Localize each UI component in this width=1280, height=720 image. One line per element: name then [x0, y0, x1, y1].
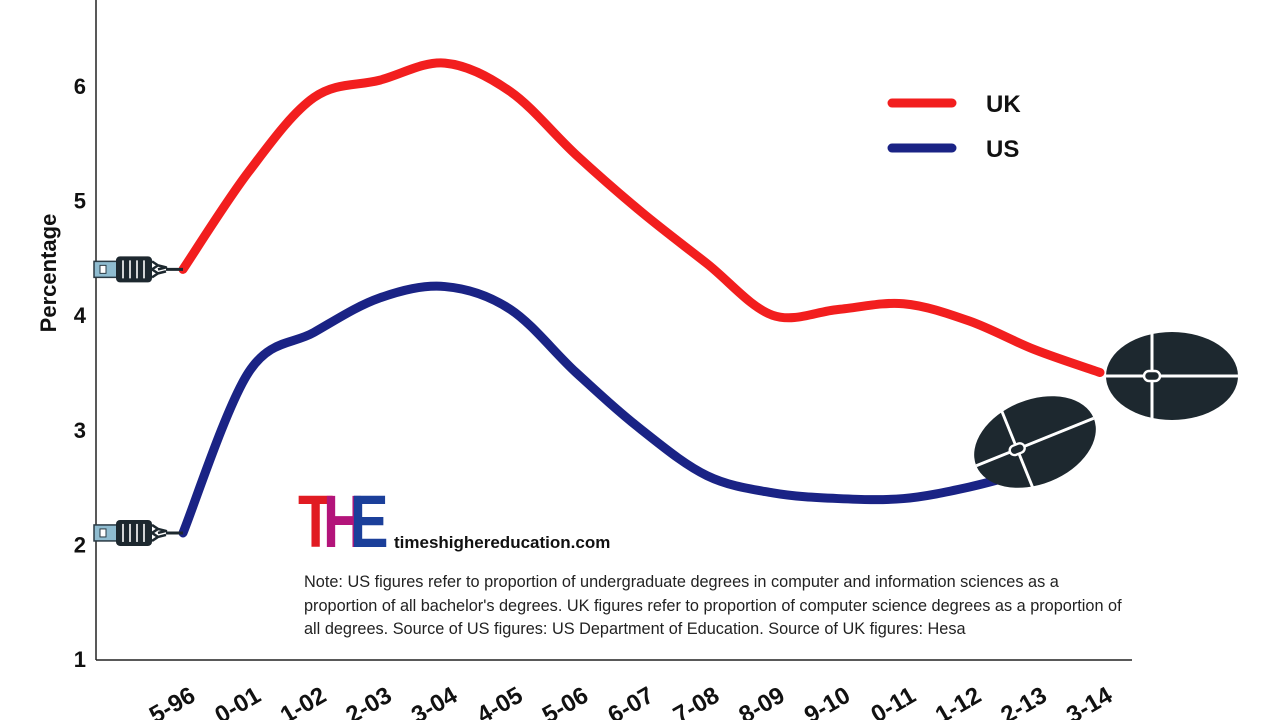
x-tick-label: 0-11 — [867, 682, 921, 720]
computer-mouse-icon — [974, 396, 1096, 489]
brand-url: timeshighereducation.com — [394, 533, 611, 552]
legend: UK US — [887, 91, 1021, 163]
legend-label-uk: UK — [986, 91, 1021, 118]
y-tick-labels: 1 2 3 4 5 6 — [74, 74, 87, 672]
series-line-uk — [178, 58, 1105, 377]
y-tick-label: 4 — [74, 303, 87, 328]
legend-label-us: US — [986, 136, 1019, 163]
brand-logo: T H E timeshighereducation.com — [298, 480, 618, 563]
y-tick-label: 2 — [74, 532, 86, 557]
y-tick-label: 3 — [74, 418, 86, 443]
usb-plug-icon — [93, 519, 183, 546]
x-tick-label: 1-12 — [931, 682, 986, 720]
y-tick-label: 1 — [74, 647, 86, 672]
mice — [974, 332, 1238, 489]
x-tick-label: 6-07 — [603, 682, 658, 720]
x-tick-label: 2-13 — [996, 682, 1051, 720]
x-tick-labels: 5-96 0-01 1-02 2-03 3-04 4-05 5-06 6-07 7-08 8-09… — [145, 681, 1118, 720]
computer-mouse-icon — [1106, 332, 1238, 420]
brand-letter-h: H — [323, 480, 365, 563]
x-tick-label: 5-06 — [538, 682, 593, 720]
brand-letter-e: E — [350, 480, 389, 563]
x-tick-label: 1-02 — [276, 682, 331, 720]
x-tick-label: 5-96 — [145, 682, 200, 720]
x-tick-label: 4-05 — [472, 682, 527, 720]
usb-plug-icon — [93, 256, 183, 283]
x-tick-label: 8-09 — [734, 682, 789, 720]
x-tick-label: 2-03 — [341, 682, 396, 720]
series-line-us — [178, 281, 1039, 538]
y-tick-label: 6 — [74, 74, 86, 99]
x-tick-label: 9-10 — [800, 682, 855, 720]
brand-letter-t: T — [298, 480, 333, 563]
y-tick-label: 5 — [74, 189, 86, 214]
footnote: Note: US figures refer to proportion of … — [304, 573, 1122, 638]
plugs — [93, 256, 183, 546]
x-tick-label: 7-08 — [669, 682, 724, 720]
x-tick-label: 0-01 — [210, 682, 265, 720]
x-tick-label: 3-14 — [1062, 681, 1118, 720]
x-tick-label: 3-04 — [407, 681, 463, 720]
y-axis-label: Percentage — [36, 214, 61, 333]
series-lines — [178, 58, 1105, 538]
